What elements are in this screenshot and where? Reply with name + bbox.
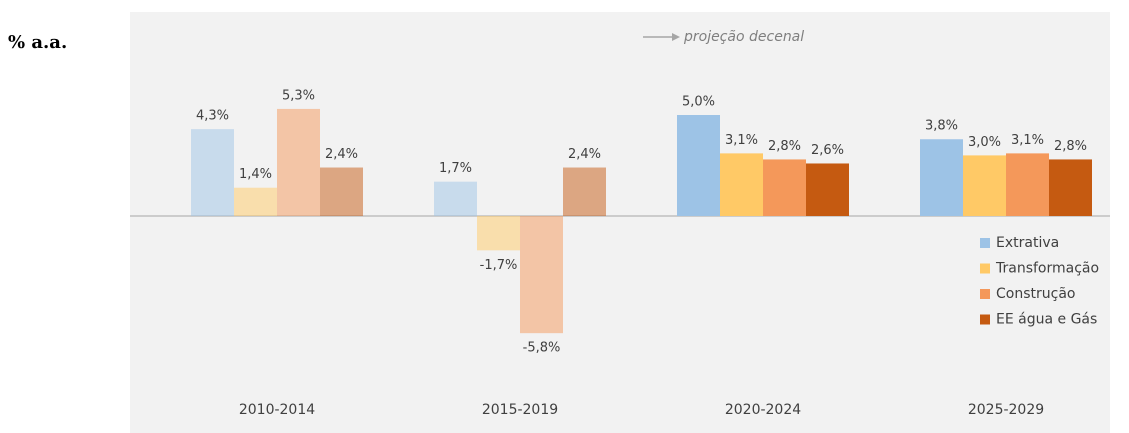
bar bbox=[963, 155, 1006, 216]
data-label: 5,3% bbox=[282, 88, 315, 103]
legend-swatch bbox=[980, 238, 990, 248]
bar bbox=[191, 129, 234, 216]
data-label: 2,4% bbox=[568, 147, 601, 162]
data-label: 4,3% bbox=[196, 109, 229, 124]
data-label: 2,4% bbox=[325, 147, 358, 162]
legend-label: Transformação bbox=[995, 261, 1099, 277]
x-tick-label: 2010-2014 bbox=[239, 402, 315, 418]
data-label: 2,6% bbox=[811, 143, 844, 158]
x-tick-label: 2025-2029 bbox=[968, 402, 1044, 418]
bar bbox=[920, 139, 963, 216]
unit-label: % a.a. bbox=[8, 32, 67, 53]
data-label: 2,8% bbox=[1054, 139, 1087, 154]
bar bbox=[720, 153, 763, 216]
bar bbox=[277, 108, 320, 216]
data-label: -1,7% bbox=[480, 258, 518, 273]
bar bbox=[520, 216, 563, 334]
legend-swatch bbox=[980, 314, 990, 325]
data-label: 3,0% bbox=[968, 135, 1001, 150]
legend-label: Extrativa bbox=[996, 235, 1059, 251]
bar bbox=[1049, 159, 1092, 216]
data-label: 3,1% bbox=[725, 133, 758, 148]
bar bbox=[806, 163, 849, 216]
legend-label: Construção bbox=[996, 286, 1075, 302]
annotation: projeção decenal bbox=[683, 29, 804, 45]
data-label: 3,8% bbox=[925, 119, 958, 134]
x-tick-label: 2020-2024 bbox=[725, 402, 801, 418]
bar bbox=[477, 216, 520, 251]
plot-background bbox=[130, 12, 1110, 433]
legend-label: EE água e Gás bbox=[996, 312, 1097, 328]
bar bbox=[234, 187, 277, 216]
data-label: 1,4% bbox=[239, 167, 272, 182]
annotation-arrowhead bbox=[672, 33, 680, 41]
data-label: 2,8% bbox=[768, 139, 801, 154]
bar bbox=[1006, 153, 1049, 216]
bar bbox=[677, 115, 720, 216]
data-label: 5,0% bbox=[682, 95, 715, 110]
data-label: 1,7% bbox=[439, 161, 472, 176]
bar bbox=[434, 181, 477, 216]
bar bbox=[563, 167, 606, 216]
legend-swatch bbox=[980, 289, 990, 299]
x-tick-label: 2015-2019 bbox=[482, 402, 558, 418]
bar bbox=[763, 159, 806, 216]
legend-swatch bbox=[980, 263, 990, 274]
bar bbox=[320, 167, 363, 216]
data-label: -5,8% bbox=[523, 341, 561, 356]
data-label: 3,1% bbox=[1011, 133, 1044, 148]
